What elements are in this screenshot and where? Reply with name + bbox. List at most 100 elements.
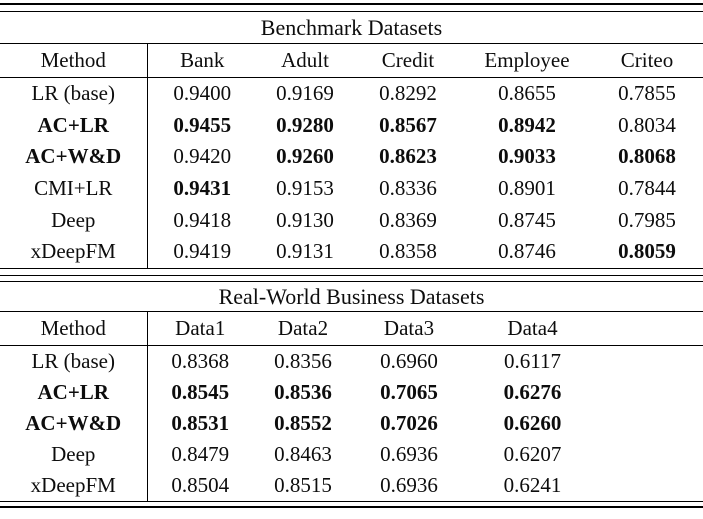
value-cell: 0.9419 — [173, 239, 232, 264]
method-cell: Deep — [0, 204, 148, 236]
value-cell: 0.9280 — [276, 112, 334, 137]
dataset-column-header: Data3 — [353, 311, 465, 346]
method-cell: Deep — [0, 438, 148, 470]
value-cell: 0.7985 — [618, 207, 676, 232]
table-row: Deep 0.9418 0.9130 0.8369 0.8745 0.7985 — [0, 204, 703, 236]
business-table-title: Real-World Business Datasets — [0, 282, 703, 312]
business-table-block: Real-World Business Datasets Method Data1… — [0, 274, 703, 509]
value-cell: 0.8336 — [379, 176, 437, 201]
value-cell: 0.8536 — [274, 379, 332, 404]
dataset-column-header: Data4 — [465, 311, 600, 346]
value-cell: 0.6936 — [380, 472, 438, 497]
value-cell: 0.7844 — [618, 176, 676, 201]
value-cell: 0.9420 — [173, 144, 232, 169]
value-cell: 0.8059 — [618, 239, 676, 264]
method-cell: AC+LR — [0, 376, 148, 408]
method-cell: LR (base) — [0, 345, 148, 377]
value-cell: 0.8068 — [618, 144, 676, 169]
dataset-column-header: Data2 — [253, 311, 353, 346]
value-cell: 0.9153 — [276, 176, 334, 201]
method-column-header: Method — [0, 311, 148, 346]
value-cell: 0.8504 — [171, 472, 230, 497]
value-cell: 0.6276 — [503, 379, 562, 404]
method-cell: AC+W&D — [0, 141, 148, 173]
value-cell: 0.8479 — [171, 441, 230, 466]
value-cell: 0.9131 — [276, 239, 334, 264]
header-row: Method Data1 Data2 Data3 Data4 — [0, 311, 703, 346]
benchmark-table-title: Benchmark Datasets — [0, 12, 703, 44]
table-row: xDeepFM 0.8504 0.8515 0.6936 0.6241 — [0, 469, 703, 502]
value-cell: 0.9260 — [276, 144, 334, 169]
value-cell: 0.8356 — [274, 348, 332, 373]
value-cell: 0.9130 — [276, 207, 334, 232]
value-cell: 0.6260 — [503, 410, 562, 435]
value-cell: 0.9455 — [173, 112, 232, 137]
table-row: AC+W&D 0.9420 0.9260 0.8623 0.9033 0.8068 — [0, 141, 703, 173]
value-cell: 0.7855 — [618, 81, 676, 106]
business-table-body: LR (base) 0.8368 0.8356 0.6960 0.6117 AC+LR 0.… — [0, 345, 703, 502]
value-cell: 0.8655 — [498, 81, 556, 106]
method-cell: LR (base) — [0, 77, 148, 110]
value-cell: 0.8463 — [274, 441, 332, 466]
top-double-rule — [0, 3, 703, 12]
spacer-cell — [600, 470, 703, 502]
spacer-cell — [600, 377, 703, 408]
dataset-column-header: Data1 — [147, 311, 253, 346]
method-cell: AC+LR — [0, 109, 148, 142]
spacer-cell — [600, 408, 703, 439]
value-cell: 0.8901 — [498, 176, 556, 201]
value-cell: 0.8515 — [274, 472, 332, 497]
table-row: CMI+LR 0.9431 0.9153 0.8336 0.8901 0.7844 — [0, 172, 703, 205]
table-row: AC+LR 0.9455 0.9280 0.8567 0.8942 0.8034 — [0, 109, 703, 142]
table-row: LR (base) 0.9400 0.9169 0.8292 0.8655 0.7855 — [0, 77, 703, 110]
table-row: Deep 0.8479 0.8463 0.6936 0.6207 — [0, 438, 703, 470]
value-cell: 0.8552 — [274, 410, 332, 435]
value-cell: 0.9400 — [173, 81, 232, 106]
value-cell: 0.8034 — [618, 112, 676, 137]
benchmark-table-block: Benchmark Datasets Method Bank Adult Credit… — [0, 3, 703, 269]
table-row: AC+LR 0.8545 0.8536 0.7065 0.6276 — [0, 376, 703, 408]
value-cell: 0.9033 — [498, 144, 556, 169]
value-cell: 0.8745 — [498, 207, 556, 232]
value-cell: 0.6936 — [380, 441, 438, 466]
value-cell: 0.8369 — [379, 207, 437, 232]
value-cell: 0.7065 — [380, 379, 438, 404]
value-cell: 0.6207 — [503, 441, 562, 466]
business-table-header: Method Data1 Data2 Data3 Data4 — [0, 311, 703, 346]
method-cell: xDeepFM — [0, 469, 148, 502]
value-cell: 0.8942 — [498, 112, 556, 137]
value-cell: 0.8368 — [171, 348, 230, 373]
header-row: Method Bank Adult Credit Employee Criteo — [0, 44, 703, 78]
value-cell: 0.7026 — [380, 410, 438, 435]
spacer-cell — [600, 345, 703, 377]
method-column-header: Method — [0, 44, 148, 78]
value-cell: 0.6960 — [380, 348, 438, 373]
spacer-cell — [600, 439, 703, 470]
value-cell: 0.8531 — [171, 410, 230, 435]
value-cell: 0.8567 — [379, 112, 437, 137]
value-cell: 0.8292 — [379, 81, 437, 106]
dataset-column-header: Criteo — [591, 44, 703, 78]
method-cell: CMI+LR — [0, 172, 148, 205]
value-cell: 0.8623 — [379, 144, 437, 169]
mid-double-rule — [0, 274, 703, 282]
value-cell: 0.8746 — [498, 239, 556, 264]
business-results-table: Method Data1 Data2 Data3 Data4 LR (base) 0.83… — [0, 311, 703, 503]
bottom-double-rule — [0, 502, 703, 509]
method-cell: xDeepFM — [0, 235, 148, 269]
dataset-column-header: Credit — [353, 44, 463, 78]
value-cell: 0.9431 — [173, 176, 232, 201]
spacer-column-header — [600, 311, 703, 346]
table-row: xDeepFM 0.9419 0.9131 0.8358 0.8746 0.8059 — [0, 235, 703, 269]
dataset-column-header: Adult — [257, 44, 353, 78]
value-cell: 0.6241 — [503, 472, 562, 497]
value-cell: 0.9418 — [173, 207, 232, 232]
value-cell: 0.8358 — [379, 239, 437, 264]
method-cell: AC+W&D — [0, 407, 148, 439]
value-cell: 0.8545 — [171, 379, 230, 404]
benchmark-table-header: Method Bank Adult Credit Employee Criteo — [0, 44, 703, 78]
dataset-column-header: Bank — [147, 44, 257, 78]
value-cell: 0.9169 — [276, 81, 334, 106]
table-row: AC+W&D 0.8531 0.8552 0.7026 0.6260 — [0, 407, 703, 439]
